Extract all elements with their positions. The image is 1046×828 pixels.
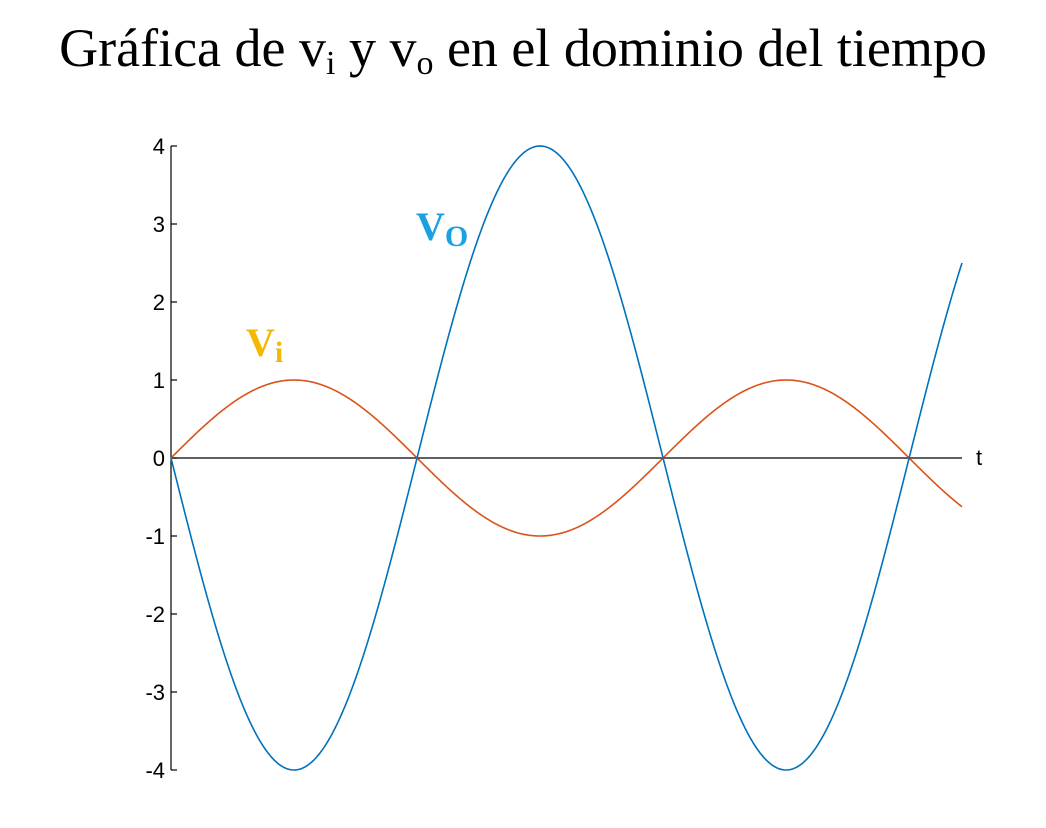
title-sub-i: i [326,45,335,82]
chart-title: Gráfica de vi y vo en el dominio del tie… [59,18,987,82]
title-rest: en el dominio del tiempo [433,18,986,78]
series-label-vi-main: V [246,320,275,365]
series-label-vo-sub: O [445,220,468,253]
series-label-vo-main: V [416,204,445,249]
series-line-vo [170,145,963,771]
y-tick-label: -4 [145,758,165,783]
x-axis-label: t [976,445,982,470]
y-tick-label: -1 [145,524,165,549]
y-tick-label: -2 [145,602,165,627]
series-label-vi: Vi [246,320,283,369]
title-main: Gráfica de v [59,18,326,78]
title-sub-o: o [416,45,433,82]
y-tick-label: 2 [153,290,165,315]
series-group [170,145,963,771]
y-tick-label: -3 [145,680,165,705]
series-label-vi-sub: i [275,336,283,369]
y-tick-label: 0 [153,446,165,471]
series-label-vo: VO [416,204,468,253]
series-line-vi [170,379,963,537]
y-tick-label: 4 [153,134,165,159]
title-mid: y v [335,18,416,78]
y-tick-label: 1 [153,368,165,393]
y-axis: 4 3 2 1 0 -1 -2 -3 -4 [145,134,177,783]
y-tick-label: 3 [153,212,165,237]
